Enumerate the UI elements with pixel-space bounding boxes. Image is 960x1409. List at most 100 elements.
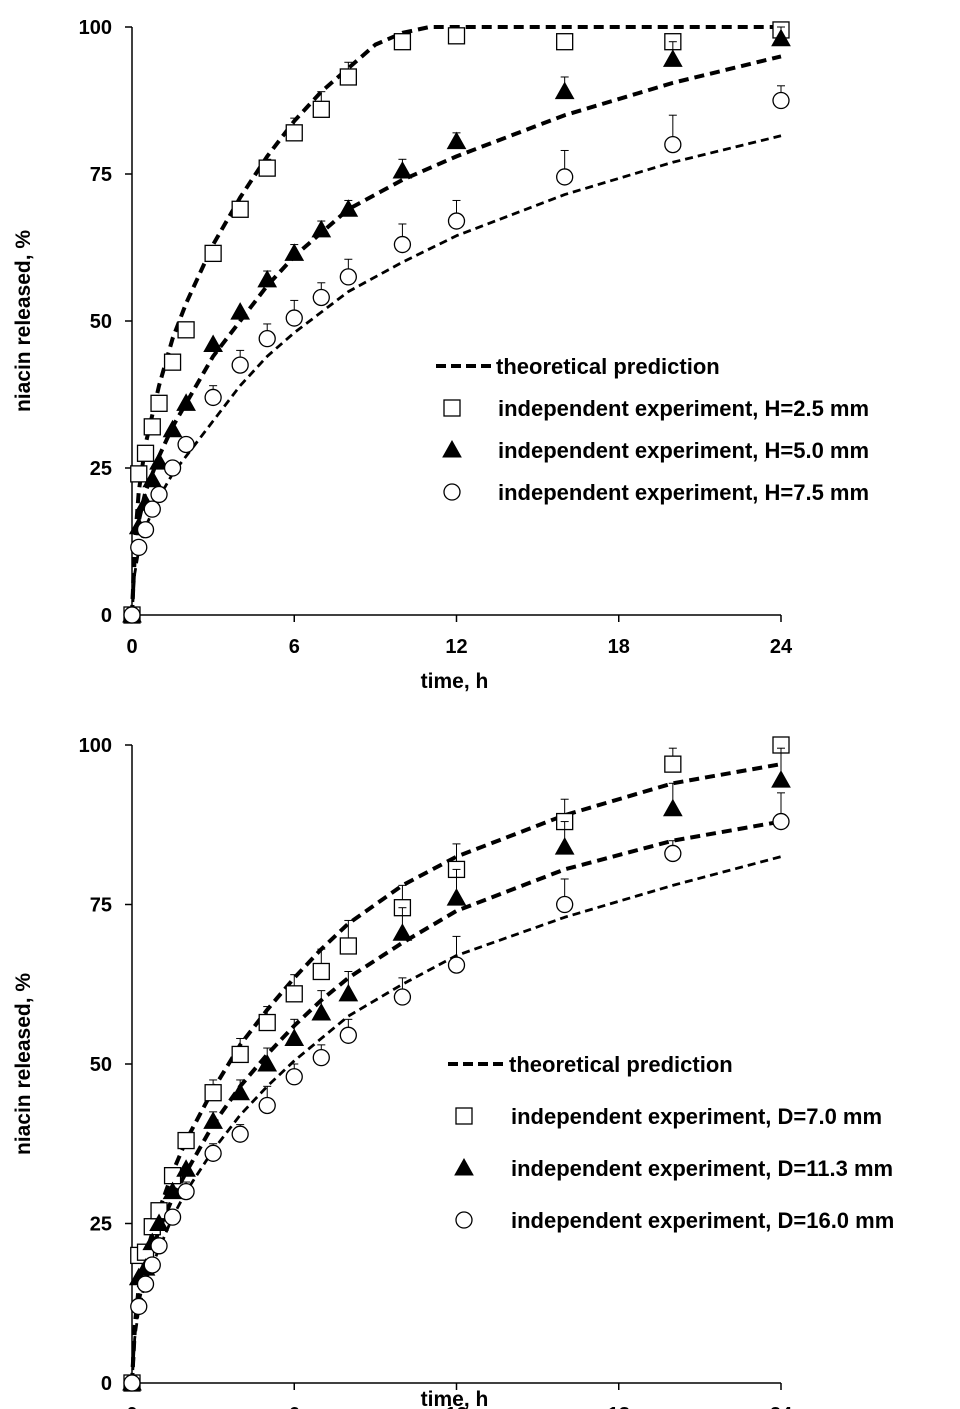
x-tick-label: 6: [289, 1404, 300, 1409]
x-axis-title: time, h: [421, 670, 489, 693]
data-point: [231, 1045, 249, 1064]
y-tick-label: 75: [90, 895, 112, 917]
legend: theoretical prediction independent experi…: [448, 1052, 894, 1233]
data-point: [204, 1144, 222, 1162]
data-point: [311, 219, 332, 238]
data-point: [204, 1084, 222, 1102]
data-point: [446, 888, 467, 906]
data-point: [142, 469, 163, 488]
x-tick-label: 12: [445, 1404, 467, 1409]
legend-entry-label: independent experiment, D=11.3 mm: [511, 1156, 893, 1181]
legend-marker-triangle: [442, 439, 462, 458]
series-circle: [123, 792, 790, 1392]
data-point: [311, 1002, 332, 1021]
data-point: [150, 1237, 168, 1255]
data-point: [123, 1374, 141, 1392]
y-tick-label: 25: [90, 1214, 112, 1236]
data-point: [130, 1297, 148, 1316]
data-point: [150, 394, 168, 412]
legend-marker-square: [455, 1107, 473, 1125]
data-point: [285, 1068, 303, 1086]
series-triangle: [122, 747, 791, 1391]
legend-theory-label: theoretical prediction: [509, 1052, 733, 1077]
legend-entry-label: independent experiment, H=2.5 mm: [498, 396, 869, 421]
data-point: [447, 956, 466, 974]
data-point: [284, 243, 305, 261]
chart-d-series: 0 6 12 18 24 0 25 50 75 100 time, h niacin released…: [12, 735, 894, 1409]
y-tick-label: 0: [101, 1373, 112, 1395]
data-point: [285, 985, 303, 1003]
data-point: [258, 1096, 276, 1115]
data-point: [143, 500, 161, 518]
data-point: [257, 269, 278, 288]
data-point: [312, 1048, 330, 1067]
legend-theory-label: theoretical prediction: [496, 354, 720, 379]
data-point: [772, 91, 790, 110]
x-tick-label: 18: [608, 1404, 630, 1409]
data-point: [284, 1028, 305, 1046]
data-point: [123, 606, 141, 624]
data-point: [312, 288, 330, 307]
data-point: [163, 459, 182, 477]
data-point: [285, 124, 303, 142]
x-axis-title: time, h: [421, 1388, 489, 1409]
theory-curve: [130, 25, 781, 616]
x-tick-label: 24: [770, 636, 793, 658]
y-tick-label: 100: [79, 17, 112, 39]
series-triangle: [122, 26, 791, 623]
y-tick-label: 50: [90, 311, 112, 333]
data-point: [312, 962, 330, 981]
data-point: [771, 28, 791, 47]
y-tick-label: 25: [90, 458, 112, 480]
data-point: [339, 937, 357, 955]
y-tick-label: 75: [90, 164, 112, 186]
data-point: [339, 1026, 357, 1044]
data-point: [662, 798, 683, 817]
data-point: [177, 435, 195, 454]
data-point: [554, 81, 575, 100]
data-point: [177, 321, 195, 339]
data-point: [231, 1125, 249, 1143]
x-tick-label: 18: [608, 636, 630, 658]
data-point: [203, 1111, 223, 1129]
data-point: [339, 68, 357, 86]
y-axis-title: niacin released, %: [12, 973, 35, 1155]
data-point: [203, 334, 223, 353]
x-tick-label: 24: [770, 1404, 793, 1409]
x-tick-label: 0: [126, 1404, 137, 1409]
y-tick-label: 50: [90, 1054, 112, 1076]
y-axis-title: niacin released, %: [12, 230, 35, 412]
x-tick-label: 12: [445, 636, 467, 658]
data-point: [392, 923, 413, 941]
data-point: [258, 329, 276, 348]
series-circle: [123, 85, 790, 624]
data-point: [204, 388, 222, 407]
data-point: [163, 1208, 182, 1226]
y-tick-label: 0: [101, 605, 112, 627]
data-point: [771, 770, 791, 788]
data-point: [177, 1131, 195, 1150]
data-point: [163, 353, 182, 371]
data-point: [176, 393, 196, 411]
data-point: [258, 1013, 276, 1032]
y-tick-label: 100: [79, 735, 112, 757]
data-point: [143, 1256, 161, 1274]
data-point: [772, 812, 790, 831]
data-point: [338, 199, 359, 217]
data-point: [664, 844, 682, 863]
legend-marker-triangle: [454, 1157, 474, 1176]
data-point: [393, 235, 412, 254]
data-point: [447, 212, 466, 230]
legend: theoretical prediction independent experi…: [436, 354, 869, 505]
data-point: [393, 988, 412, 1006]
data-point: [130, 465, 148, 483]
data-point: [150, 485, 168, 504]
data-point: [136, 444, 155, 462]
data-point: [447, 27, 466, 45]
data-point: [392, 161, 413, 179]
data-point: [339, 268, 357, 286]
data-point: [149, 1213, 169, 1231]
data-point: [285, 309, 303, 327]
data-point: [258, 159, 276, 177]
